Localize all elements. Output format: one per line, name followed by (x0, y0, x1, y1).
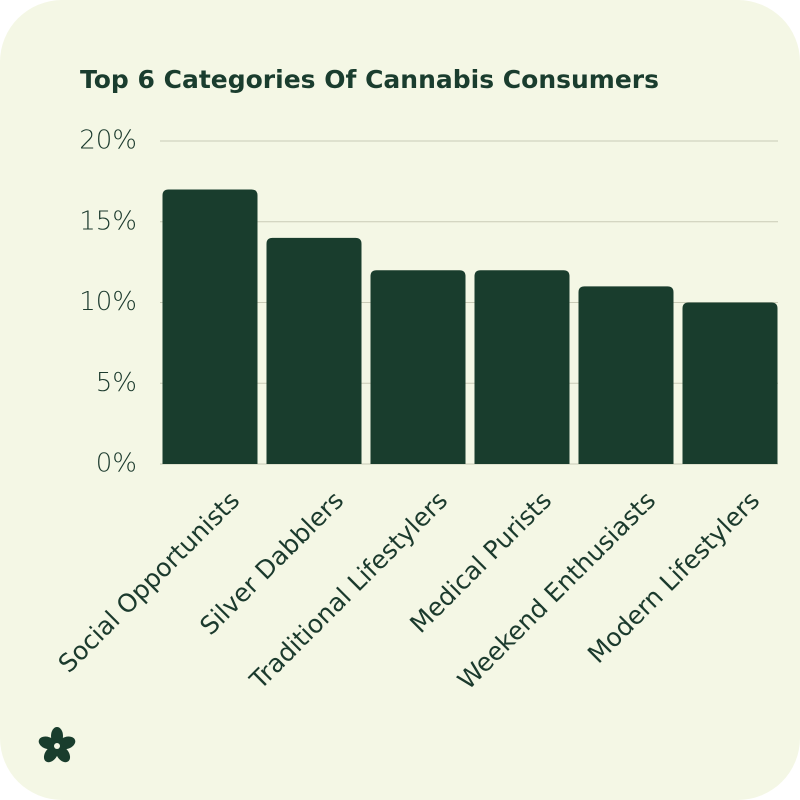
y-tick-label: 5% (96, 368, 137, 398)
bar (474, 270, 570, 464)
logo (38, 727, 76, 763)
bar (266, 237, 362, 464)
y-tick-label: 0% (96, 449, 137, 479)
y-tick-label: 20% (79, 126, 137, 156)
chart-title: Top 6 Categories Of Cannabis Consumers (80, 65, 659, 94)
bar (682, 302, 778, 464)
bar (578, 286, 674, 464)
y-tick-label: 10% (79, 287, 137, 317)
bar (162, 189, 258, 464)
y-tick-label: 15% (79, 206, 137, 236)
bar (370, 270, 466, 464)
